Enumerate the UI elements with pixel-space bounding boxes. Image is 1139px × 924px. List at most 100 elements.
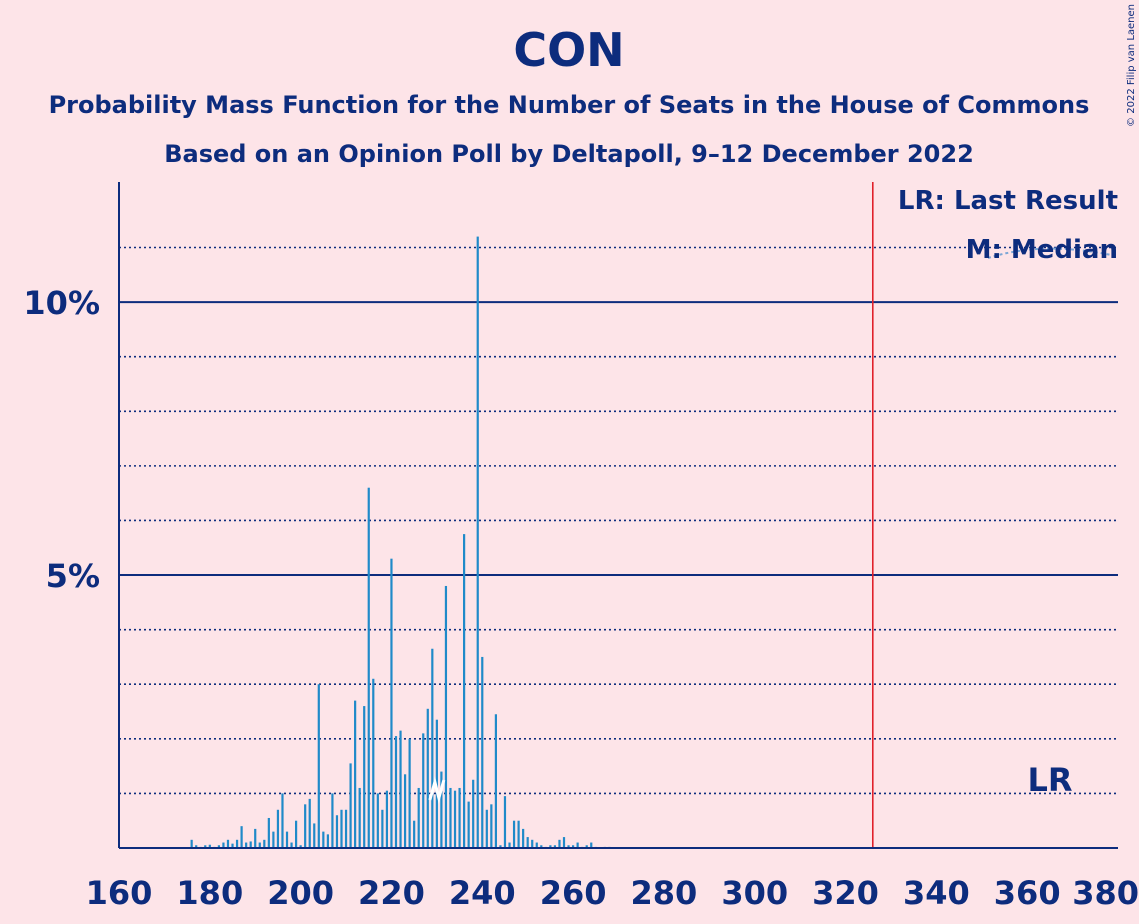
- bar: [562, 837, 566, 848]
- legend-median-swatch: [987, 247, 1117, 259]
- bar: [385, 790, 389, 848]
- bar: [344, 809, 348, 848]
- bar: [263, 839, 266, 848]
- bar: [190, 839, 193, 848]
- bar: [499, 845, 502, 848]
- bar: [463, 534, 466, 848]
- bar: [363, 706, 366, 848]
- last-result-label: LR: [1027, 761, 1072, 799]
- bar: [267, 817, 270, 848]
- bar: [349, 763, 352, 848]
- bar: [231, 843, 234, 848]
- bar: [408, 738, 411, 848]
- bar: [540, 845, 543, 848]
- chart-subtitle: Probability Mass Function for the Number…: [49, 91, 1090, 119]
- x-tick-label: 360: [994, 874, 1061, 912]
- bar: [235, 839, 239, 848]
- bar: [472, 779, 475, 848]
- bar: [304, 804, 307, 848]
- bar: [531, 839, 534, 848]
- bar: [417, 787, 420, 848]
- bar: [476, 236, 479, 849]
- bar: [535, 842, 538, 848]
- bar: [422, 733, 425, 848]
- bar: [245, 842, 248, 848]
- x-tick-label: 160: [86, 874, 153, 912]
- bar: [590, 842, 593, 848]
- bar: [431, 648, 434, 848]
- bar: [340, 809, 343, 848]
- bar: [281, 793, 284, 848]
- bar: [522, 828, 525, 848]
- bar: [258, 842, 261, 848]
- bar: [494, 714, 497, 848]
- bar: [526, 837, 529, 848]
- bar: [512, 820, 516, 848]
- bar: [585, 845, 588, 848]
- axes-group: 5% 10% 160 180 200 220 240 260 280 300 320 340 360 38…: [23, 182, 1139, 912]
- x-tick-label: 200: [267, 874, 334, 912]
- bar: [331, 793, 334, 848]
- chart-title: CON: [513, 23, 624, 77]
- bar: [553, 845, 557, 848]
- bar: [204, 845, 207, 848]
- grid-lines: [119, 246, 1118, 795]
- bar: [217, 845, 220, 848]
- bar: [449, 787, 452, 848]
- bar: [326, 834, 329, 848]
- bar: [358, 787, 361, 848]
- bars-group: [190, 236, 611, 849]
- bar: [299, 845, 302, 848]
- bar: [426, 708, 429, 848]
- bar: [503, 796, 507, 848]
- bar: [485, 809, 488, 848]
- bar: [576, 842, 579, 848]
- bar: [403, 774, 407, 848]
- bar: [285, 831, 289, 848]
- x-tick-label: 300: [721, 874, 788, 912]
- x-tick-label: 260: [540, 874, 607, 912]
- bar: [317, 684, 320, 848]
- bar: [367, 487, 370, 848]
- bar: [571, 845, 575, 848]
- bar: [444, 585, 448, 848]
- bar: [390, 558, 393, 848]
- bar: [322, 831, 325, 848]
- bar: [558, 839, 561, 848]
- bar: [549, 845, 552, 848]
- bar: [440, 771, 443, 848]
- x-tick-label: 340: [903, 874, 970, 912]
- chart-subtitle-2: Based on an Opinion Poll by Deltapoll, 9…: [164, 140, 974, 168]
- legend-last-result: LR: Last Result: [898, 186, 1118, 216]
- bar: [313, 823, 316, 848]
- bar: [276, 809, 280, 848]
- x-tick-label: 280: [631, 874, 698, 912]
- legend-median: M: Median: [966, 235, 1118, 265]
- y-tick-label: 10%: [23, 284, 100, 322]
- median-marker: [428, 776, 446, 804]
- bar: [453, 790, 457, 848]
- bar: [413, 820, 416, 848]
- bar: [335, 815, 339, 848]
- bar: [508, 842, 511, 848]
- x-tick-label: 380: [1072, 874, 1139, 912]
- bar: [517, 820, 520, 848]
- bar: [240, 826, 243, 848]
- bar: [290, 842, 293, 848]
- bar: [467, 801, 470, 848]
- bar: [481, 656, 484, 848]
- bar: [399, 730, 402, 848]
- bar: [376, 793, 379, 848]
- copyright-note: © 2022 Filip van Laenen: [1126, 4, 1137, 127]
- bar: [208, 844, 211, 848]
- bar: [381, 809, 384, 848]
- overlay-group: [428, 182, 1117, 848]
- x-tick-label: 220: [358, 874, 425, 912]
- bar: [394, 736, 398, 848]
- bar: [226, 839, 230, 848]
- bar: [490, 804, 493, 848]
- x-tick-label: 320: [812, 874, 879, 912]
- x-tick-label: 180: [176, 874, 243, 912]
- bar: [254, 828, 257, 848]
